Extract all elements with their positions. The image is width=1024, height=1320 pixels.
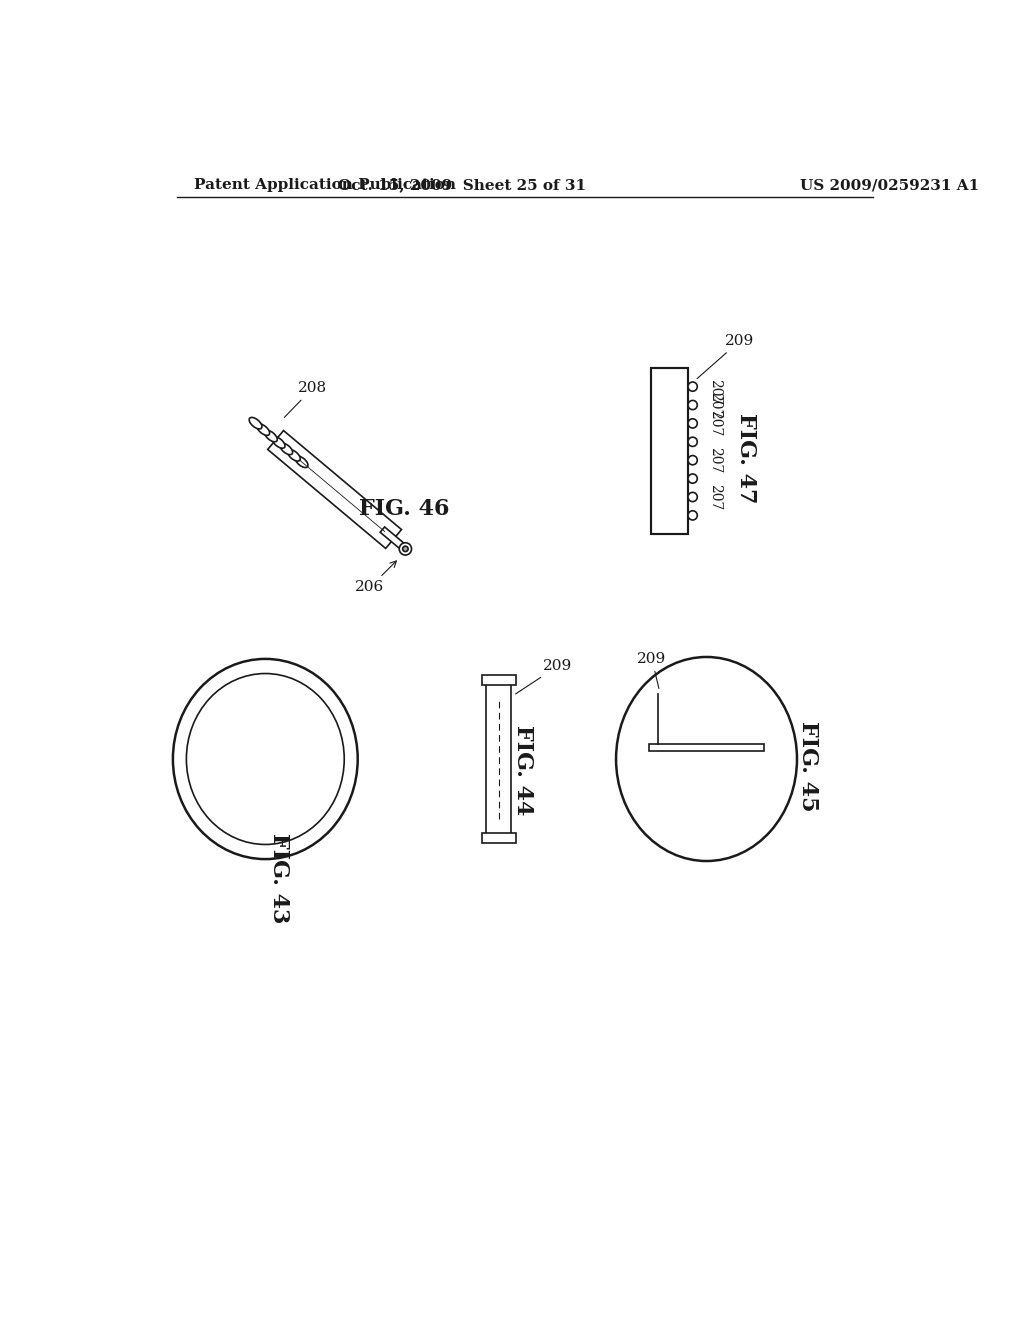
Text: FIG. 47: FIG. 47: [735, 413, 757, 504]
Text: 207: 207: [708, 484, 722, 510]
Ellipse shape: [186, 673, 344, 845]
Ellipse shape: [295, 455, 308, 467]
Circle shape: [399, 543, 412, 554]
Ellipse shape: [616, 657, 797, 861]
Text: FIG. 46: FIG. 46: [358, 498, 450, 520]
Circle shape: [688, 474, 697, 483]
Text: 207: 207: [708, 447, 722, 474]
Polygon shape: [267, 430, 401, 548]
Ellipse shape: [257, 424, 269, 436]
Ellipse shape: [288, 450, 300, 461]
Circle shape: [688, 381, 697, 391]
Bar: [486, 684, 511, 834]
Ellipse shape: [173, 659, 357, 859]
Circle shape: [688, 511, 697, 520]
Circle shape: [688, 455, 697, 465]
Ellipse shape: [280, 444, 293, 454]
Bar: [481, 833, 515, 842]
Text: FIG. 45: FIG. 45: [797, 722, 819, 812]
Text: FIG. 44: FIG. 44: [512, 726, 535, 816]
Text: 208: 208: [285, 381, 327, 417]
Bar: [649, 744, 764, 751]
Text: 207: 207: [708, 411, 722, 437]
Circle shape: [688, 400, 697, 409]
Text: US 2009/0259231 A1: US 2009/0259231 A1: [801, 178, 980, 193]
Text: 207: 207: [708, 379, 722, 405]
Polygon shape: [380, 527, 407, 550]
Text: FIG. 43: FIG. 43: [268, 833, 290, 924]
Text: 207: 207: [708, 392, 722, 418]
Bar: [481, 676, 515, 685]
Text: 209: 209: [515, 659, 572, 694]
Circle shape: [688, 437, 697, 446]
Text: Patent Application Publication: Patent Application Publication: [194, 178, 456, 193]
Ellipse shape: [272, 437, 285, 449]
Ellipse shape: [264, 430, 278, 442]
Bar: [651, 368, 688, 533]
Text: 209: 209: [697, 334, 755, 379]
Text: Oct. 15, 2009  Sheet 25 of 31: Oct. 15, 2009 Sheet 25 of 31: [338, 178, 586, 193]
Text: 206: 206: [355, 561, 396, 594]
Circle shape: [688, 492, 697, 502]
Circle shape: [688, 418, 697, 428]
Ellipse shape: [249, 417, 262, 429]
Text: 209: 209: [637, 652, 667, 689]
Circle shape: [402, 546, 409, 552]
